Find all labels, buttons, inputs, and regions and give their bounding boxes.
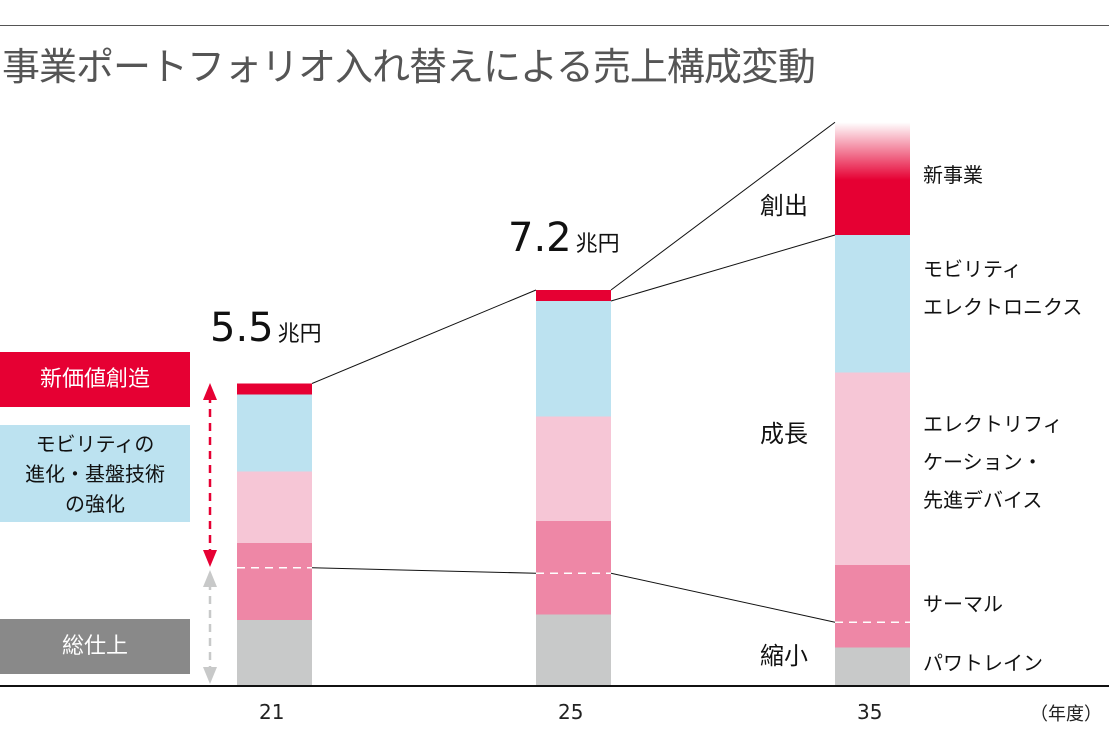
bar-segment-21-3 <box>237 394 312 472</box>
x-tick-35: 35 <box>857 700 883 724</box>
legend-total: 総仕上 <box>0 619 190 674</box>
range-arrows <box>203 383 217 684</box>
bar-segment-25-2 <box>536 416 611 521</box>
bar-segment-25-4 <box>536 290 611 301</box>
connector-divider-25-35 <box>610 572 836 623</box>
category-grow: 成長 <box>760 420 808 448</box>
arrow-down-icon <box>203 550 217 567</box>
bar-segment-21-2 <box>237 471 312 543</box>
chart-title: 事業ポートフォリオ入れ替えによる売上構成変動 <box>2 45 816 89</box>
bar-segment-35-0 <box>835 647 910 686</box>
total-label-21: 5.5 兆円 <box>210 305 322 351</box>
category-create: 創出 <box>760 192 808 220</box>
connector-divider-21-25 <box>311 567 537 574</box>
arrow-up-icon <box>203 570 217 587</box>
connector-top-21-25 <box>311 289 537 384</box>
bar-segment-21-4 <box>237 383 312 395</box>
x-tick-25: 25 <box>558 700 584 724</box>
bar-segment-25-1 <box>536 521 611 615</box>
arrow-down-icon <box>203 667 217 684</box>
bar-segment-35-5 <box>835 122 910 180</box>
bar-segment-35-1 <box>835 565 910 648</box>
total-label-25: 7.2 兆円 <box>508 215 620 261</box>
x-tick-21: 21 <box>259 700 285 724</box>
label-mobility-electronics: モビリティ エレクトロニクス <box>923 257 1083 319</box>
bar-segment-21-0 <box>237 620 312 686</box>
legend-mobility: モビリティの 進化・基盤技術 の強化 <box>0 425 190 522</box>
label-new-business: 新事業 <box>923 163 983 187</box>
bar-segment-35-4 <box>835 180 910 235</box>
category-shrink: 縮小 <box>760 642 808 670</box>
bar-segment-21-1 <box>237 543 312 620</box>
x-axis-label: （年度） <box>1030 704 1102 725</box>
connector-top-25-35 <box>610 121 836 291</box>
bar-segment-25-3 <box>536 301 611 417</box>
bar-segment-25-0 <box>536 614 611 686</box>
legend-new-value: 新価値創造 <box>0 352 190 407</box>
label-powertrain: パワトレイン <box>923 651 1043 675</box>
label-thermal: サーマル <box>923 592 1003 616</box>
label-electrification: エレクトリフィ ケーション・ 先進デバイス <box>923 412 1063 512</box>
bar-segment-35-2 <box>835 372 910 565</box>
bar-segment-35-3 <box>835 235 910 373</box>
connector-mid-25-35 <box>610 234 836 302</box>
top-rule <box>0 25 1109 26</box>
arrow-up-icon <box>203 383 217 400</box>
